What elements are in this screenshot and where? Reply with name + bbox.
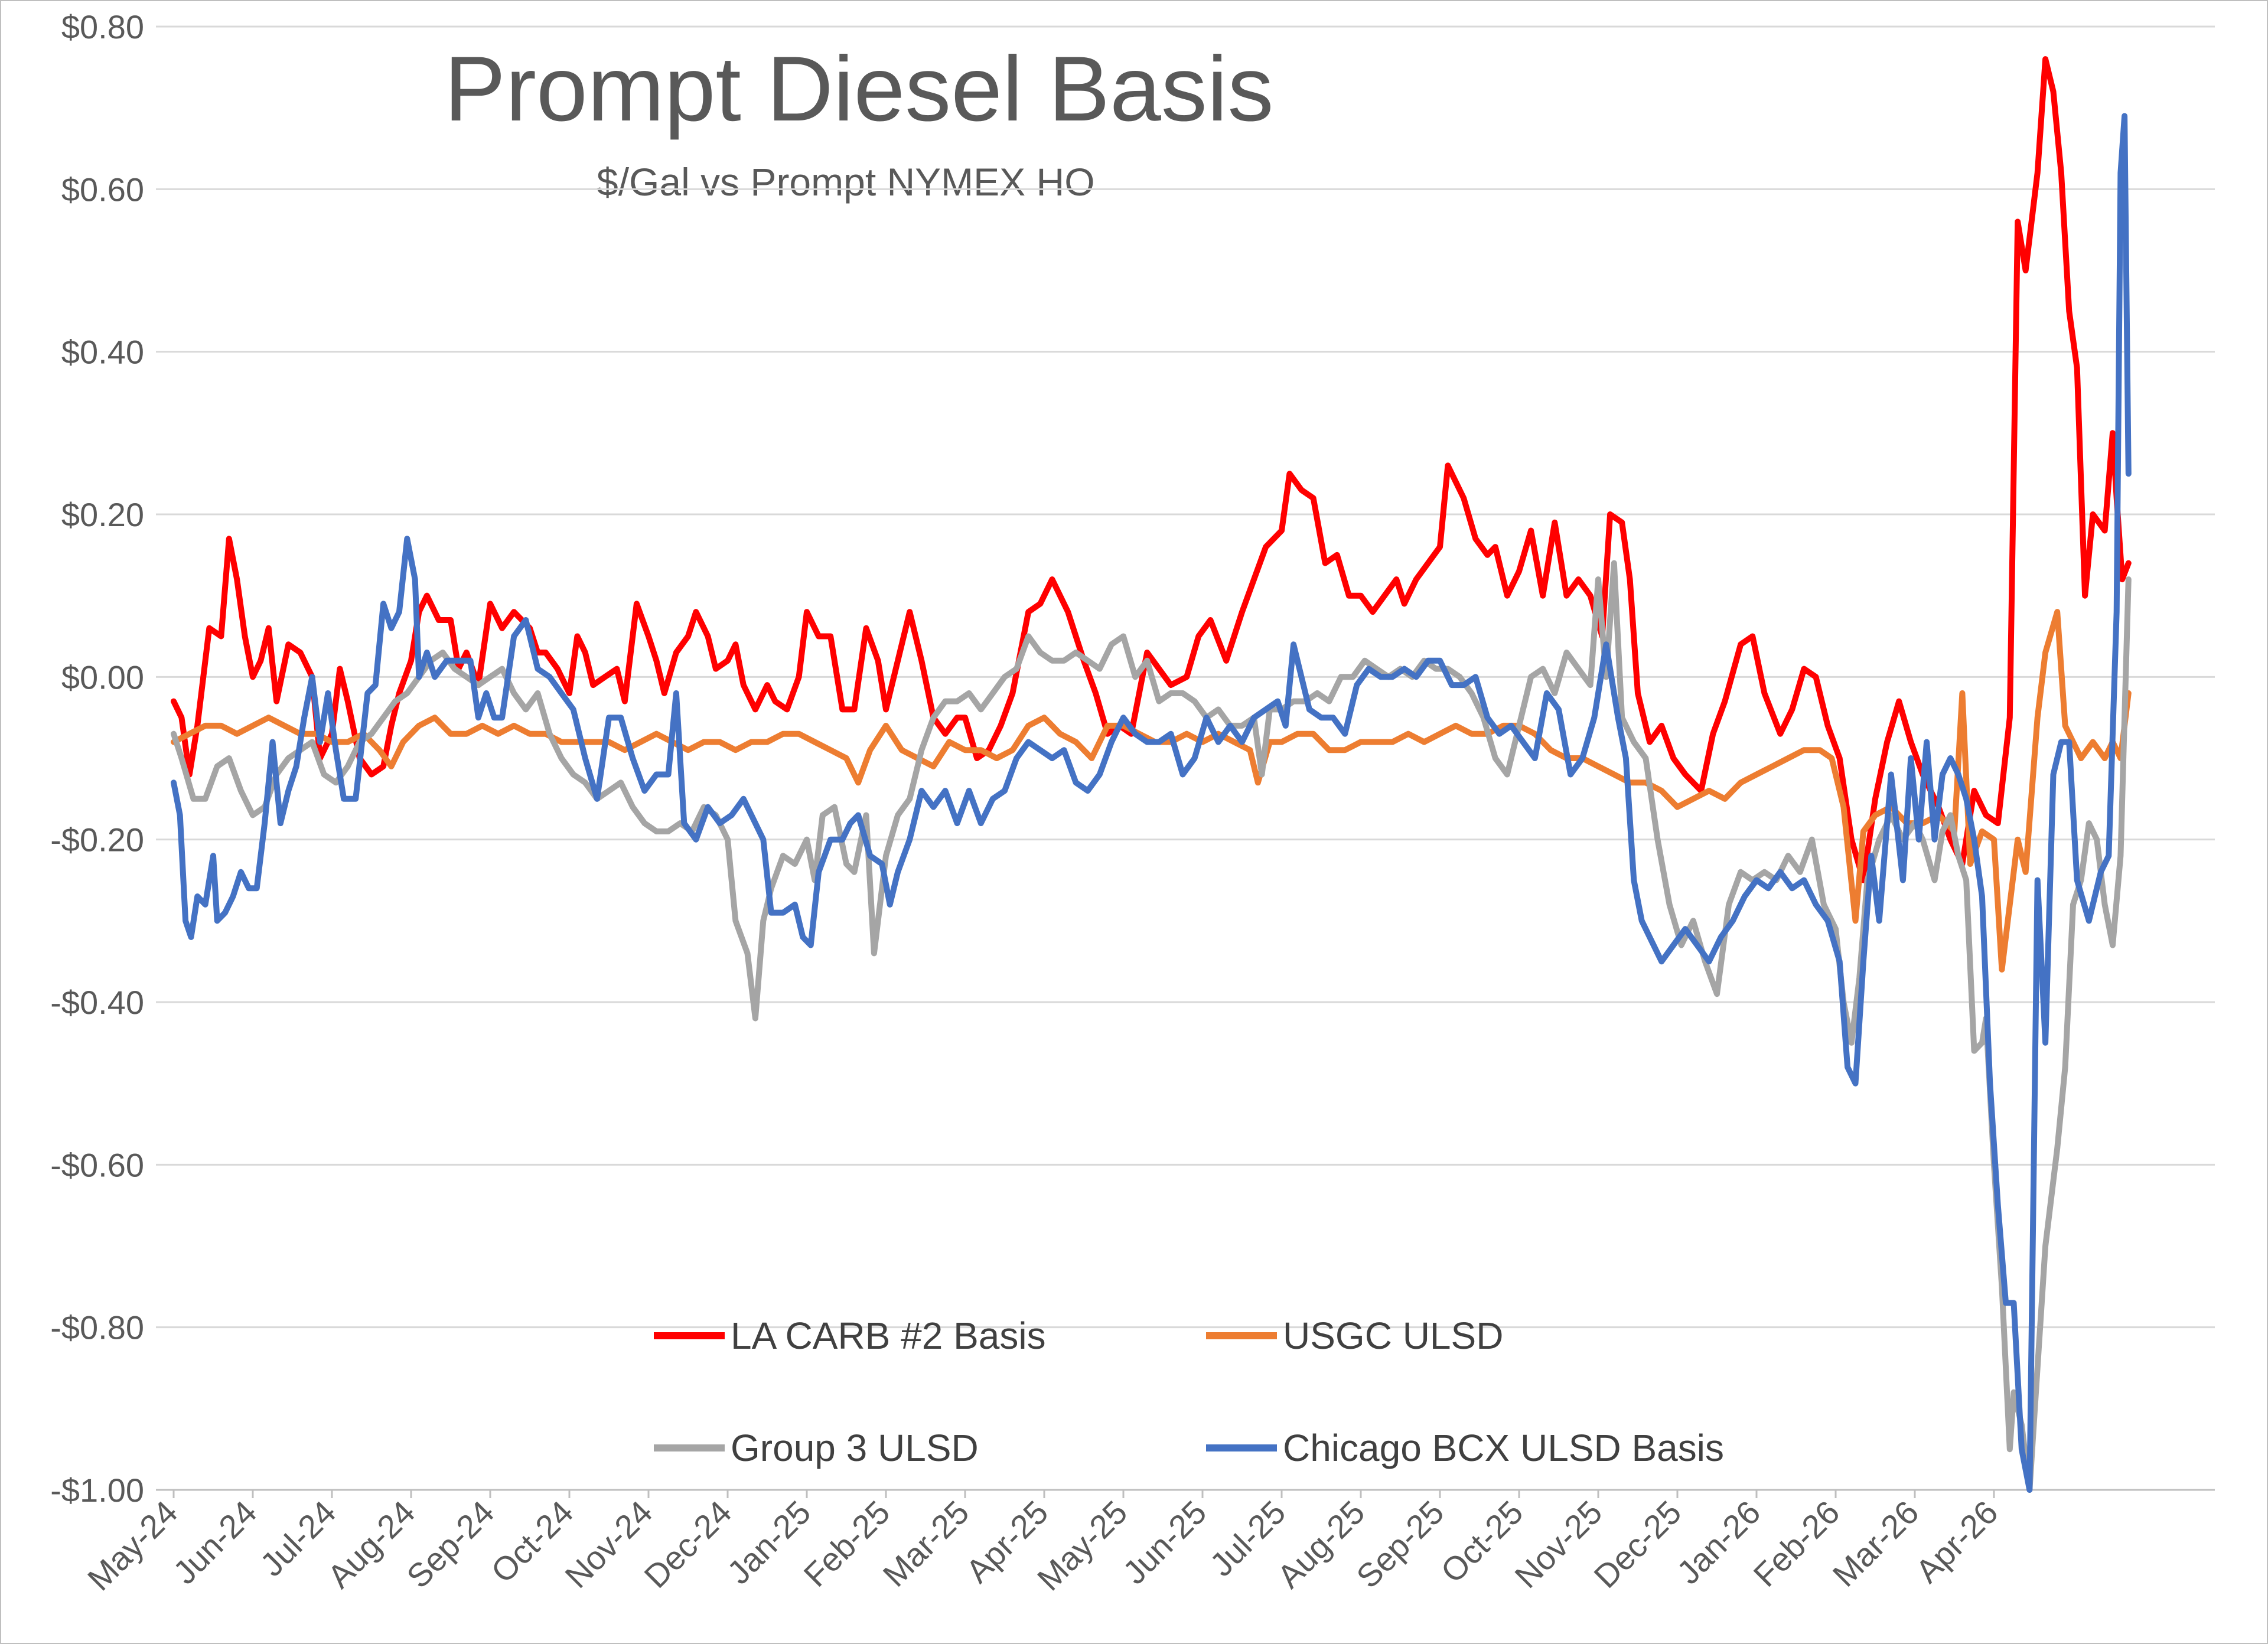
x-tick-label: Mar-26 xyxy=(1826,1493,1926,1594)
series-line-chicago-bcx-ulsd-basis xyxy=(171,113,2132,1493)
x-tick-label: Jan-25 xyxy=(720,1493,818,1591)
x-tick-label: May-24 xyxy=(80,1493,185,1598)
x-tick-label: Feb-25 xyxy=(796,1493,897,1594)
x-tick-label: Jun-24 xyxy=(166,1493,264,1591)
legend-label: Chicago BCX ULSD Basis xyxy=(1283,1427,1724,1469)
gridlines xyxy=(156,25,2215,1491)
y-tick-label: $0.80 xyxy=(61,8,144,45)
y-tick-label: -$0.60 xyxy=(50,1146,144,1183)
y-tick-label: -$0.80 xyxy=(50,1309,144,1346)
x-tick-label: Nov-25 xyxy=(1507,1493,1609,1595)
y-tick-label: -$1.00 xyxy=(50,1472,144,1509)
x-tick-label: Mar-25 xyxy=(876,1493,976,1594)
series-lines xyxy=(171,56,2132,1493)
y-tick-label: -$0.40 xyxy=(50,984,144,1021)
y-tick-label: $0.00 xyxy=(61,658,144,696)
x-tick-label: Dec-25 xyxy=(1586,1493,1688,1595)
legend-label: Group 3 ULSD xyxy=(731,1427,979,1469)
x-tick-label: Dec-24 xyxy=(637,1493,738,1595)
legend-label: LA CARB #2 Basis xyxy=(731,1314,1046,1357)
series-line-usgc-ulsd xyxy=(171,609,2132,973)
series-line-la-carb-2-basis xyxy=(171,56,2132,883)
chart-subtitle: $/Gal vs Prompt NYMEX HO xyxy=(597,160,1095,204)
y-tick-label: $0.60 xyxy=(61,171,144,208)
x-tick-label: Jun-25 xyxy=(1116,1493,1214,1591)
x-tick-label: Sep-25 xyxy=(1349,1493,1451,1595)
x-tick-label: Aug-25 xyxy=(1270,1493,1371,1595)
legend: LA CARB #2 Basis USGC ULSD Group 3 ULSD Chi… xyxy=(654,1314,1724,1469)
x-tick-label: Nov-24 xyxy=(558,1493,659,1595)
x-tick-label: Apr-26 xyxy=(1908,1493,2005,1590)
y-tick-label: $0.40 xyxy=(61,334,144,371)
chart-title: Prompt Diesel Basis xyxy=(444,38,1274,141)
x-tick-label: May-25 xyxy=(1030,1493,1135,1598)
x-tick-label: Jan-26 xyxy=(1670,1493,1768,1591)
x-tick-label: Sep-24 xyxy=(399,1493,501,1595)
y-tick-label: -$0.20 xyxy=(50,821,144,859)
legend-label: USGC ULSD xyxy=(1283,1314,1503,1357)
series-line-group-3-ulsd xyxy=(171,560,2132,1493)
x-tick-label: Feb-26 xyxy=(1746,1493,1846,1594)
y-tick-label: $0.20 xyxy=(61,496,144,533)
x-tick-label: Aug-24 xyxy=(320,1493,422,1595)
